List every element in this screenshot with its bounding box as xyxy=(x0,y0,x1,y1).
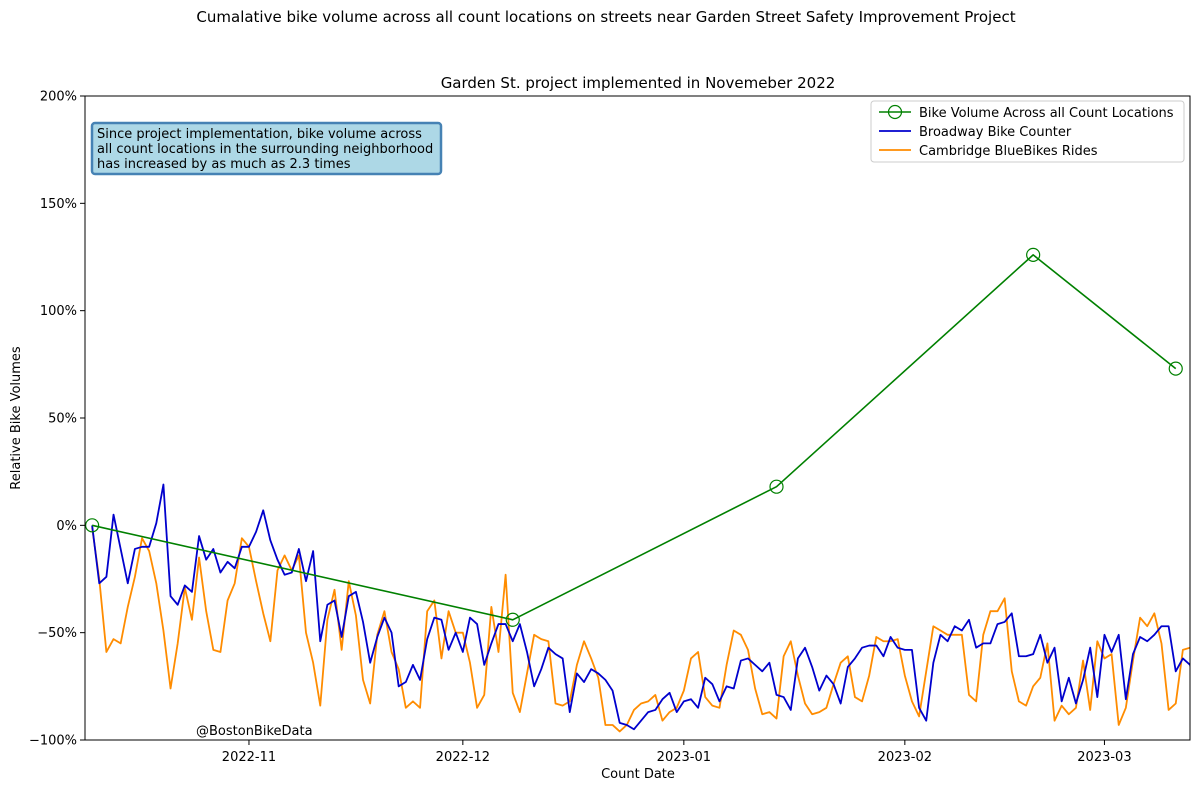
y-tick-label: −50% xyxy=(37,626,77,641)
series-line-bluebikes xyxy=(91,527,1190,733)
watermark: @BostonBikeData xyxy=(196,724,313,739)
y-tick-label: 100% xyxy=(40,304,77,319)
legend-marker-bike-volume xyxy=(887,104,903,120)
y-tick-label: −100% xyxy=(29,734,77,749)
series-point-bike-volume xyxy=(1026,247,1041,262)
legend-label-bluebikes: Cambridge BlueBikes Rides xyxy=(919,144,1098,159)
annotation-line-3: has increased by as much as 2.3 times xyxy=(97,157,351,172)
y-tick-label: 150% xyxy=(40,197,77,212)
annotation-line-1: Since project implementation, bike volum… xyxy=(97,127,422,142)
x-tick-label: 2023-03 xyxy=(1077,750,1131,765)
x-axis-label: Count Date xyxy=(601,767,675,782)
y-axis-label: Relative Bike Volumes xyxy=(9,346,24,490)
x-tick-label: 2022-12 xyxy=(436,750,490,765)
chart-title: Cumalative bike volume across all count … xyxy=(196,8,1015,26)
legend: Bike Volume Across all Count Locations B… xyxy=(870,100,1185,163)
series-point-bike-volume xyxy=(769,479,784,494)
y-tick-label: 50% xyxy=(48,412,77,427)
x-tick-label: 2023-02 xyxy=(878,750,932,765)
series-point-bike-volume xyxy=(85,518,100,533)
legend-label-broadway: Broadway Bike Counter xyxy=(919,125,1072,140)
x-tick-label: 2023-01 xyxy=(657,750,711,765)
y-tick-label: 200% xyxy=(40,90,77,105)
series-point-bike-volume xyxy=(1168,361,1183,376)
series-line-broadway xyxy=(91,483,1190,731)
x-tick-label: 2022-11 xyxy=(222,750,276,765)
annotation-line-2: all count locations in the surrounding n… xyxy=(97,142,433,157)
series-line-bike-volume xyxy=(91,254,1177,621)
chart-subtitle: Garden St. project implemented in Noveme… xyxy=(441,74,836,92)
legend-label-bike-volume: Bike Volume Across all Count Locations xyxy=(919,106,1174,121)
series-point-bike-volume xyxy=(505,612,520,627)
y-tick-label: 0% xyxy=(56,519,77,534)
annotation-box: Since project implementation, bike volum… xyxy=(90,121,443,176)
